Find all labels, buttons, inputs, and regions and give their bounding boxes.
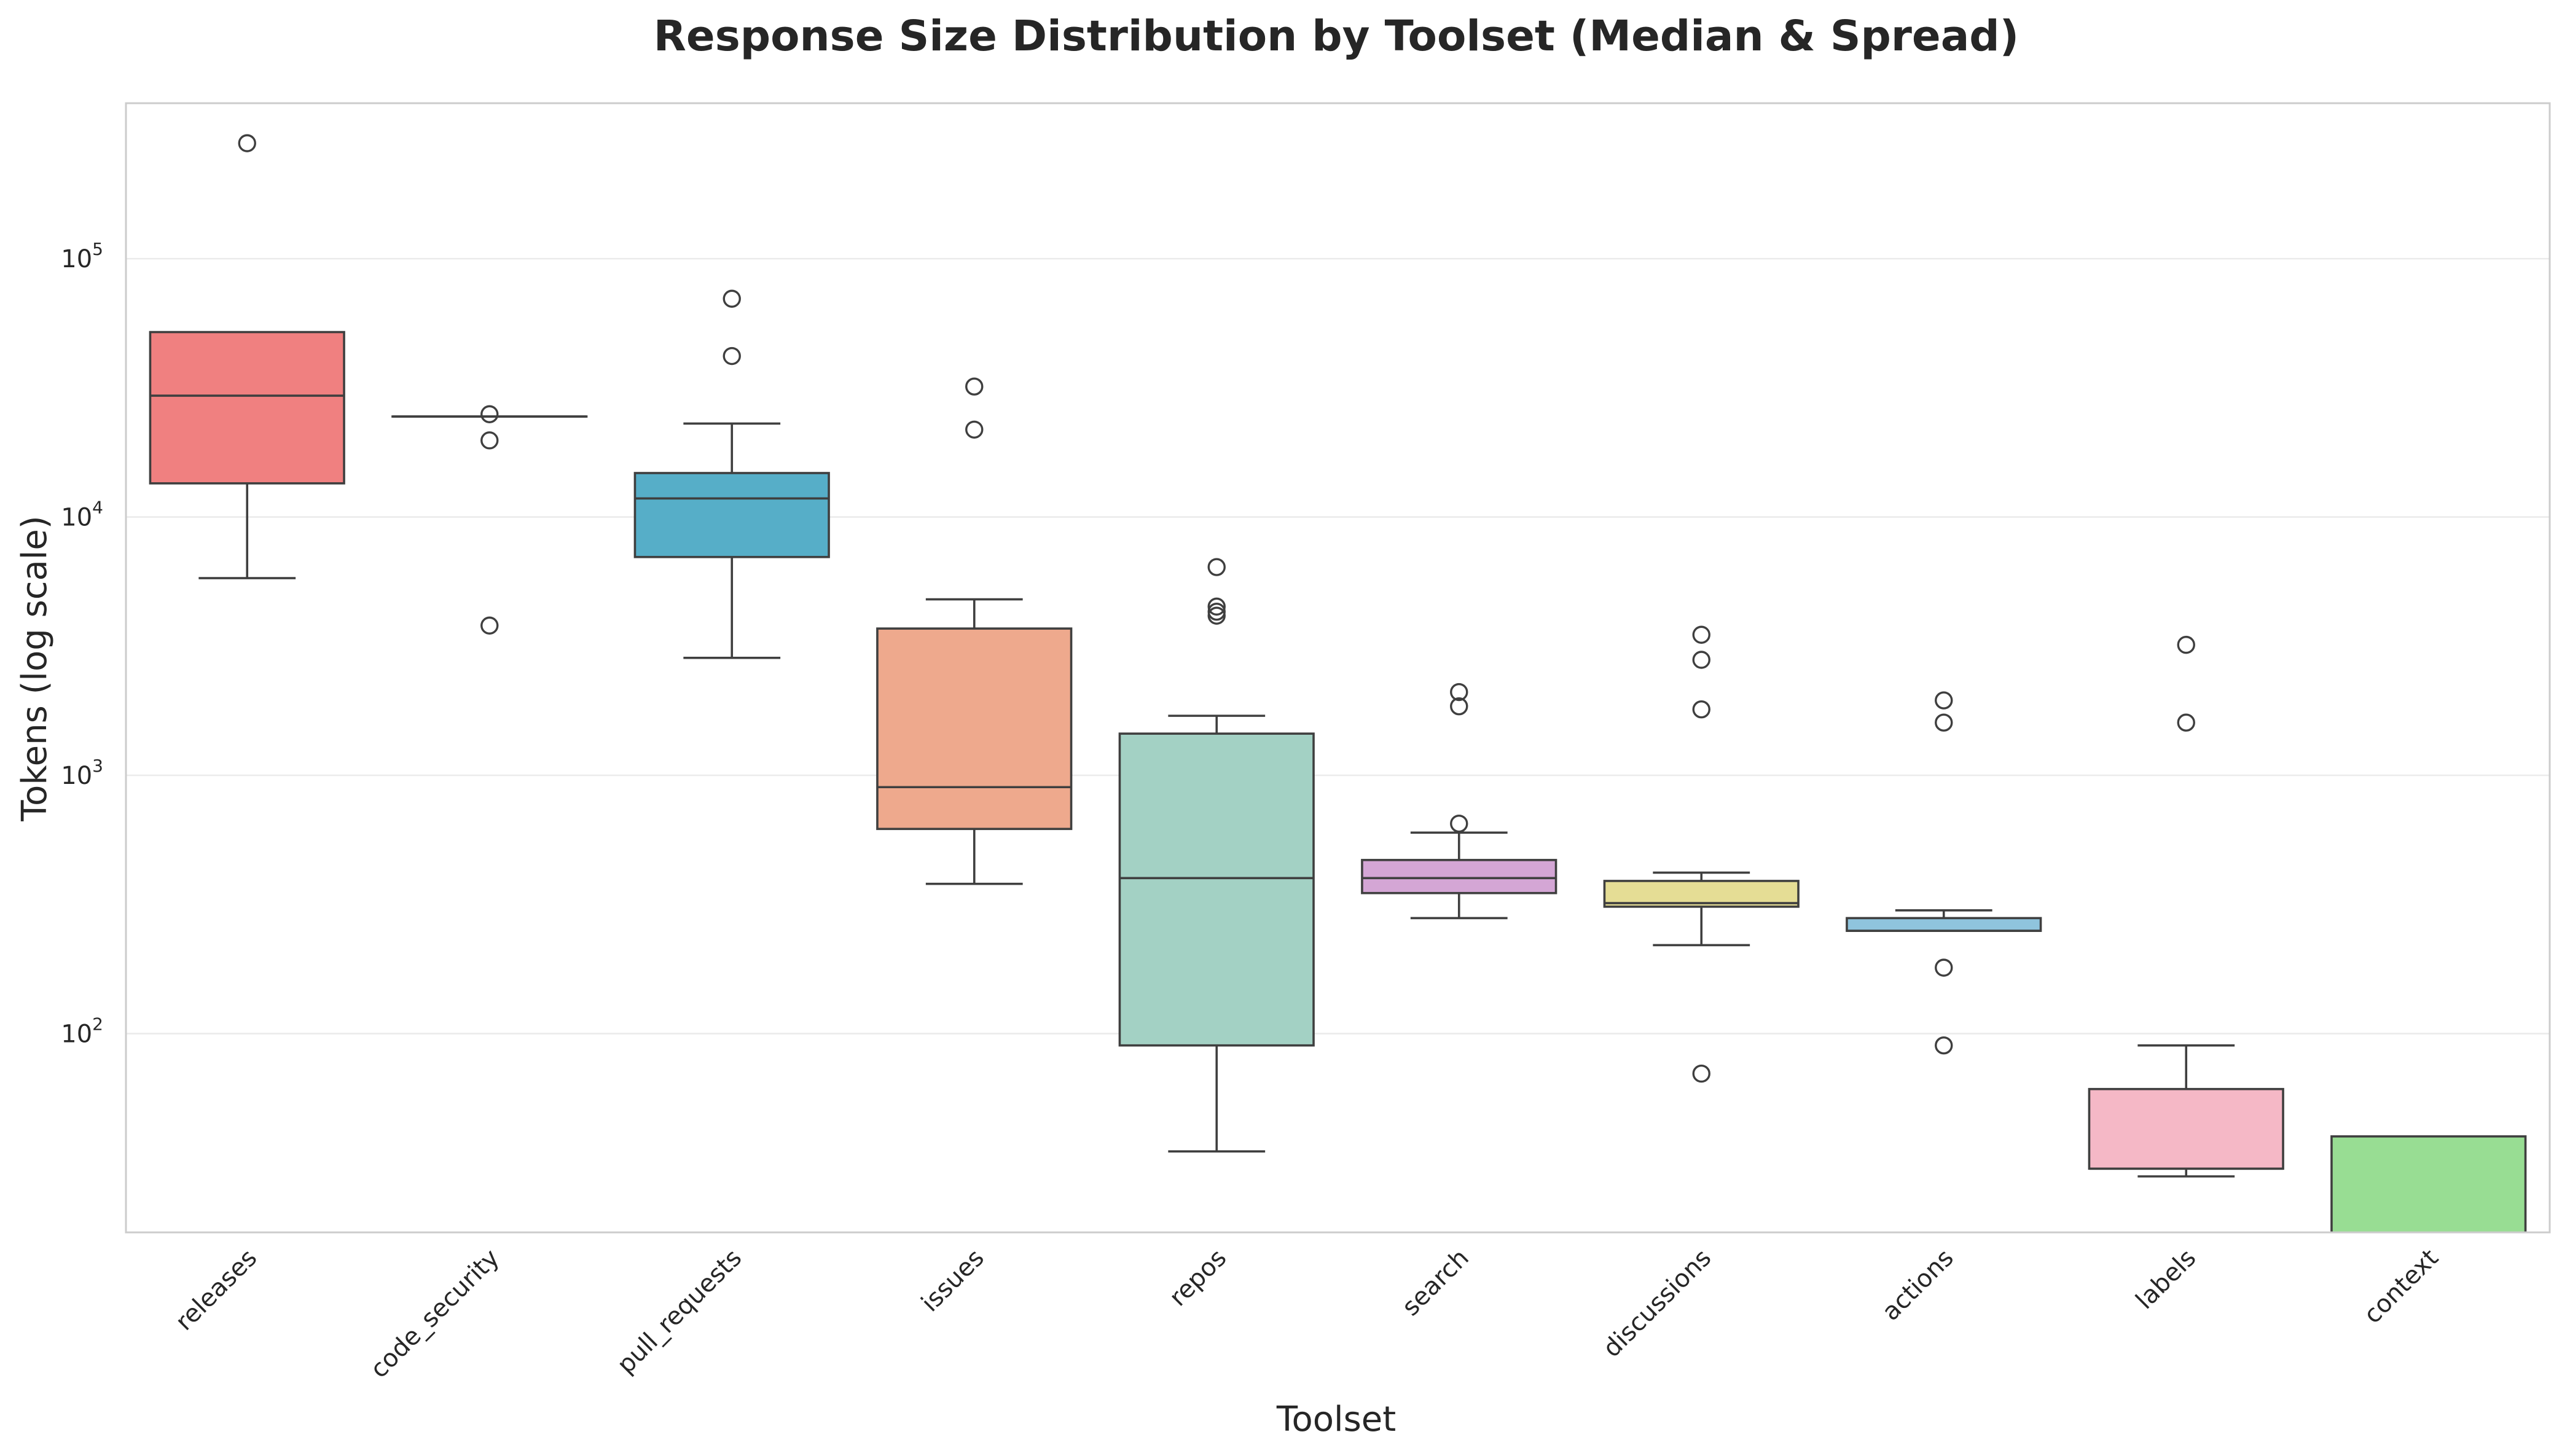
box-search: [1361, 683, 1557, 920]
outlier-point: [1450, 814, 1468, 833]
outlier-point: [1935, 958, 1953, 977]
box-discussions: [1603, 625, 1800, 1083]
box-context: [2330, 1135, 2527, 1232]
outlier-point: [965, 420, 984, 439]
x-tick-label: repos: [1164, 1244, 1232, 1312]
outlier-point: [723, 346, 741, 366]
box-iqr: [2088, 1087, 2284, 1170]
outlier-point: [1207, 606, 1226, 625]
outlier-point: [238, 134, 256, 152]
x-tick-label: search: [1397, 1244, 1474, 1321]
box-releases: [149, 134, 345, 579]
box-iqr: [1118, 732, 1315, 1047]
x-tick-label: actions: [1876, 1244, 1959, 1326]
x-axis-label: Toolset: [1276, 1399, 1396, 1439]
outlier-point: [480, 616, 499, 635]
y-tick-label: 103: [61, 756, 103, 790]
y-tick-label: 105: [61, 239, 103, 273]
outlier-point: [723, 289, 741, 308]
outlier-point: [2177, 713, 2195, 732]
outlier-point: [2177, 635, 2195, 654]
x-tick-label: pull_requests: [612, 1244, 748, 1380]
plot-area: [149, 134, 2527, 1232]
x-tick-label: issues: [916, 1244, 990, 1318]
y-axis-label: Tokens (log scale): [15, 515, 55, 821]
outlier-point: [1450, 683, 1468, 702]
outlier-point: [1935, 691, 1953, 710]
outlier-point: [1207, 597, 1226, 616]
plot-frame: [125, 102, 2551, 1234]
box-issues: [876, 377, 1073, 885]
outlier-point: [480, 405, 499, 423]
outlier-point: [1207, 558, 1226, 576]
box-code-security: [391, 405, 588, 635]
outlier-point: [1692, 700, 1710, 719]
x-axis: releases code_security pull_requests issues…: [170, 1244, 2444, 1384]
outlier-point: [1935, 713, 1953, 732]
outlier-point: [1935, 1036, 1953, 1055]
box-iqr: [633, 472, 830, 558]
x-tick-label: discussions: [1597, 1244, 1717, 1363]
box-repos: [1118, 558, 1315, 1153]
outlier-point: [1692, 1064, 1710, 1083]
box-labels: [2088, 635, 2284, 1178]
outlier-point: [1450, 697, 1468, 716]
box-iqr: [1361, 859, 1557, 894]
box-pull-requests: [633, 289, 830, 659]
y-tick-label: 104: [61, 498, 103, 532]
outlier-point: [1692, 625, 1710, 644]
y-axis: 102 103 104 105: [61, 239, 103, 1048]
box-iqr: [1846, 917, 2042, 932]
x-tick-label: labels: [2131, 1244, 2202, 1315]
x-tick-label: context: [2359, 1244, 2444, 1329]
x-tick-label: releases: [170, 1244, 262, 1336]
box-iqr: [876, 627, 1073, 831]
outlier-point: [1692, 651, 1710, 669]
x-tick-label: code_security: [365, 1244, 505, 1384]
chart-title: Response Size Distribution by Toolset (M…: [654, 12, 2019, 61]
box-actions: [1846, 691, 2042, 1055]
y-tick-label: 102: [61, 1014, 103, 1048]
grid-layer: [126, 257, 2550, 1035]
outlier-point: [965, 377, 984, 396]
outlier-point: [480, 431, 499, 450]
box-iqr: [149, 331, 345, 485]
